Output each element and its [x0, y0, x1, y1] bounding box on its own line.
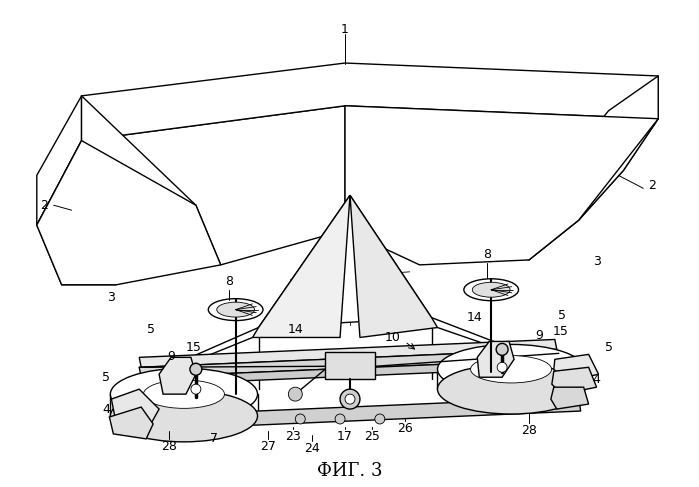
Text: 10: 10 [385, 331, 401, 344]
Text: 9: 9 [535, 329, 543, 342]
Text: 27: 27 [261, 440, 276, 453]
Polygon shape [37, 96, 82, 225]
Text: 3: 3 [108, 291, 115, 304]
Polygon shape [37, 96, 196, 285]
Text: 24: 24 [304, 442, 320, 455]
Text: 15: 15 [186, 341, 202, 354]
Text: 14: 14 [287, 323, 303, 336]
Ellipse shape [464, 279, 519, 300]
Ellipse shape [438, 364, 584, 414]
Text: 2: 2 [40, 199, 48, 212]
Circle shape [496, 343, 508, 356]
Text: 8: 8 [483, 248, 491, 262]
Ellipse shape [110, 390, 257, 442]
Polygon shape [552, 367, 596, 394]
Circle shape [340, 389, 360, 409]
Ellipse shape [110, 368, 257, 420]
Text: 3: 3 [593, 255, 600, 268]
Text: 28: 28 [161, 440, 177, 453]
Polygon shape [111, 389, 159, 427]
Circle shape [295, 414, 305, 424]
Text: 7: 7 [210, 432, 218, 446]
Text: 4: 4 [103, 403, 110, 415]
Text: 1: 1 [341, 23, 349, 36]
Circle shape [190, 363, 202, 375]
Circle shape [375, 414, 384, 424]
Polygon shape [477, 341, 514, 377]
Circle shape [335, 414, 345, 424]
Text: 28: 28 [521, 425, 537, 437]
Text: 2: 2 [648, 179, 656, 192]
Polygon shape [554, 355, 598, 381]
Ellipse shape [217, 302, 254, 317]
Polygon shape [109, 407, 153, 439]
Text: 23: 23 [285, 431, 301, 443]
Text: 8: 8 [224, 275, 233, 288]
Polygon shape [139, 349, 559, 377]
Polygon shape [529, 76, 658, 260]
Polygon shape [499, 119, 658, 260]
Polygon shape [82, 106, 345, 265]
Polygon shape [551, 387, 589, 409]
Polygon shape [37, 141, 221, 285]
Text: 25: 25 [364, 431, 380, 443]
Text: 14: 14 [466, 311, 482, 324]
Polygon shape [252, 195, 350, 337]
Polygon shape [139, 359, 561, 385]
Text: 5: 5 [558, 309, 565, 322]
Text: 5: 5 [102, 371, 110, 384]
Polygon shape [139, 339, 557, 367]
Ellipse shape [143, 380, 224, 409]
Polygon shape [159, 357, 196, 394]
Text: 15: 15 [553, 325, 569, 338]
Polygon shape [82, 63, 658, 141]
Circle shape [289, 387, 302, 401]
Ellipse shape [438, 344, 584, 394]
Circle shape [191, 384, 201, 394]
Text: ФИГ. 3: ФИГ. 3 [317, 462, 382, 480]
Ellipse shape [470, 356, 552, 383]
Circle shape [345, 394, 355, 404]
Text: 5: 5 [605, 341, 612, 354]
Ellipse shape [208, 299, 263, 320]
Text: 4: 4 [593, 373, 600, 386]
Text: 5: 5 [147, 323, 155, 336]
Polygon shape [120, 397, 581, 431]
Polygon shape [325, 353, 375, 379]
Text: 17: 17 [337, 431, 353, 443]
Circle shape [497, 362, 507, 372]
Polygon shape [259, 195, 431, 328]
Polygon shape [350, 195, 438, 337]
Polygon shape [345, 106, 658, 265]
Ellipse shape [473, 282, 510, 297]
Text: 9: 9 [167, 350, 175, 363]
Text: 26: 26 [397, 422, 412, 435]
